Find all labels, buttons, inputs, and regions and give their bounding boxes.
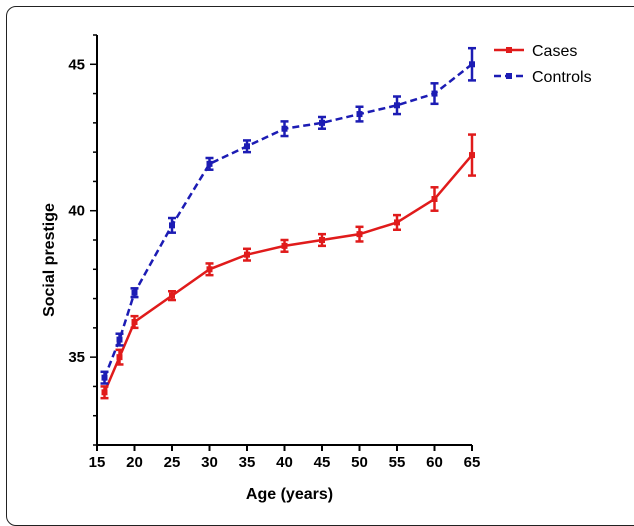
data-point: [281, 125, 288, 132]
data-point: [206, 266, 213, 273]
data-point: [116, 336, 123, 343]
legend-item-controls: Controls: [494, 69, 592, 86]
legend-marker-cases: [506, 47, 512, 53]
data-point: [319, 237, 325, 243]
data-point: [206, 160, 213, 167]
data-point: [244, 143, 250, 150]
data-point: [469, 152, 475, 159]
data-point: [469, 61, 475, 68]
data-point: [169, 222, 175, 229]
data-point: [101, 374, 108, 381]
x-tick-label: 65: [464, 454, 481, 471]
line-chart: 15 20 25 30 35 40 45 50 55 60 65 35 40 45 Age (years…: [41, 34, 592, 503]
x-tick-label: 40: [276, 454, 293, 471]
x-tick-label: 60: [426, 454, 443, 471]
y-axis-title: Social prestige: [41, 203, 58, 317]
data-point: [281, 242, 288, 249]
data-point: [101, 389, 108, 396]
data-point: [431, 196, 438, 202]
data-point: [431, 90, 438, 97]
x-tick-label: 15: [89, 454, 106, 471]
series-cases: [100, 133, 476, 400]
y-tick-label: 40: [68, 203, 85, 220]
data-point: [244, 251, 250, 258]
data-point: [356, 231, 363, 238]
series-line-controls: [103, 63, 473, 379]
y-tick-label: 45: [68, 56, 85, 73]
chart-frame: [6, 6, 634, 526]
legend-label-controls: Controls: [532, 69, 592, 86]
legend-label-cases: Cases: [532, 43, 577, 60]
x-tick-label: 35: [239, 454, 256, 471]
data-point: [131, 319, 138, 325]
data-point: [394, 219, 400, 226]
data-point: [116, 354, 123, 361]
x-axis-title: Age (years): [246, 486, 333, 503]
data-point: [394, 102, 400, 109]
x-tick-label: 25: [164, 454, 181, 471]
data-point: [169, 292, 175, 299]
x-tick-label: 20: [126, 454, 143, 471]
legend: Cases Controls: [494, 43, 592, 86]
x-tick-label: 45: [314, 454, 331, 471]
series-controls: [100, 46, 476, 385]
x-tick-label: 30: [201, 454, 218, 471]
series-line-cases: [103, 154, 473, 393]
y-tick-label: 35: [68, 349, 85, 366]
data-point: [356, 111, 363, 118]
data-point: [131, 289, 138, 296]
x-tick-label: 55: [389, 454, 406, 471]
data-point: [319, 119, 325, 126]
legend-marker-controls: [506, 73, 512, 79]
legend-item-cases: Cases: [494, 43, 577, 60]
x-tick-label: 50: [351, 454, 368, 471]
